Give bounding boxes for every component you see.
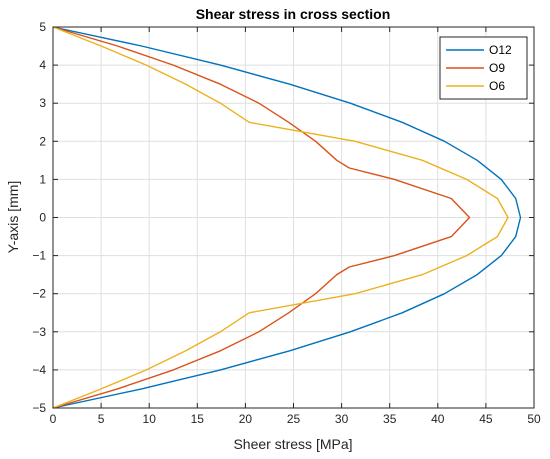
x-tick-labels: 0 5 10 15 20 25 30 35 40 45 50 xyxy=(50,412,541,426)
y-axis-label: Y-axis [mm] xyxy=(5,181,21,254)
legend-label: O6 xyxy=(489,79,505,93)
y-tick-label: 1 xyxy=(39,172,46,186)
y-tick-labels: 5 4 3 2 1 0 −1 −2 −3 −4 −5 xyxy=(32,20,46,415)
legend-label: O9 xyxy=(489,61,505,75)
x-tick-label: 30 xyxy=(335,412,349,426)
y-tick-label: 4 xyxy=(39,58,46,72)
x-tick-label: 10 xyxy=(143,412,157,426)
x-tick-label: 5 xyxy=(98,412,105,426)
series-lines xyxy=(52,26,522,409)
y-tick-label: −5 xyxy=(32,401,46,415)
series-line-o6 xyxy=(52,26,509,409)
ticks xyxy=(52,26,535,409)
y-tick-label: 2 xyxy=(39,134,46,148)
x-tick-label: 50 xyxy=(527,412,541,426)
chart-title: Shear stress in cross section xyxy=(196,6,391,22)
x-tick-label: 40 xyxy=(431,412,445,426)
legend: O12 O9 O6 xyxy=(439,36,528,100)
series-line-o9 xyxy=(52,26,471,409)
x-tick-label: 15 xyxy=(191,412,205,426)
x-tick-label: 35 xyxy=(383,412,397,426)
x-tick-label: 20 xyxy=(239,412,253,426)
y-tick-label: −3 xyxy=(32,325,46,339)
y-tick-label: −1 xyxy=(32,249,46,263)
y-tick-label: −4 xyxy=(32,363,46,377)
x-tick-label: 25 xyxy=(287,412,301,426)
y-tick-label: 5 xyxy=(39,20,46,34)
grid xyxy=(53,27,534,408)
x-tick-label: 0 xyxy=(50,412,57,426)
x-axis-label: Sheer stress [MPa] xyxy=(233,436,352,452)
y-tick-label: 0 xyxy=(39,211,46,225)
y-tick-label: 3 xyxy=(39,96,46,110)
series-line-o12 xyxy=(52,26,522,409)
y-tick-label: −2 xyxy=(32,287,46,301)
x-tick-label: 45 xyxy=(479,412,493,426)
legend-label: O12 xyxy=(489,43,512,57)
